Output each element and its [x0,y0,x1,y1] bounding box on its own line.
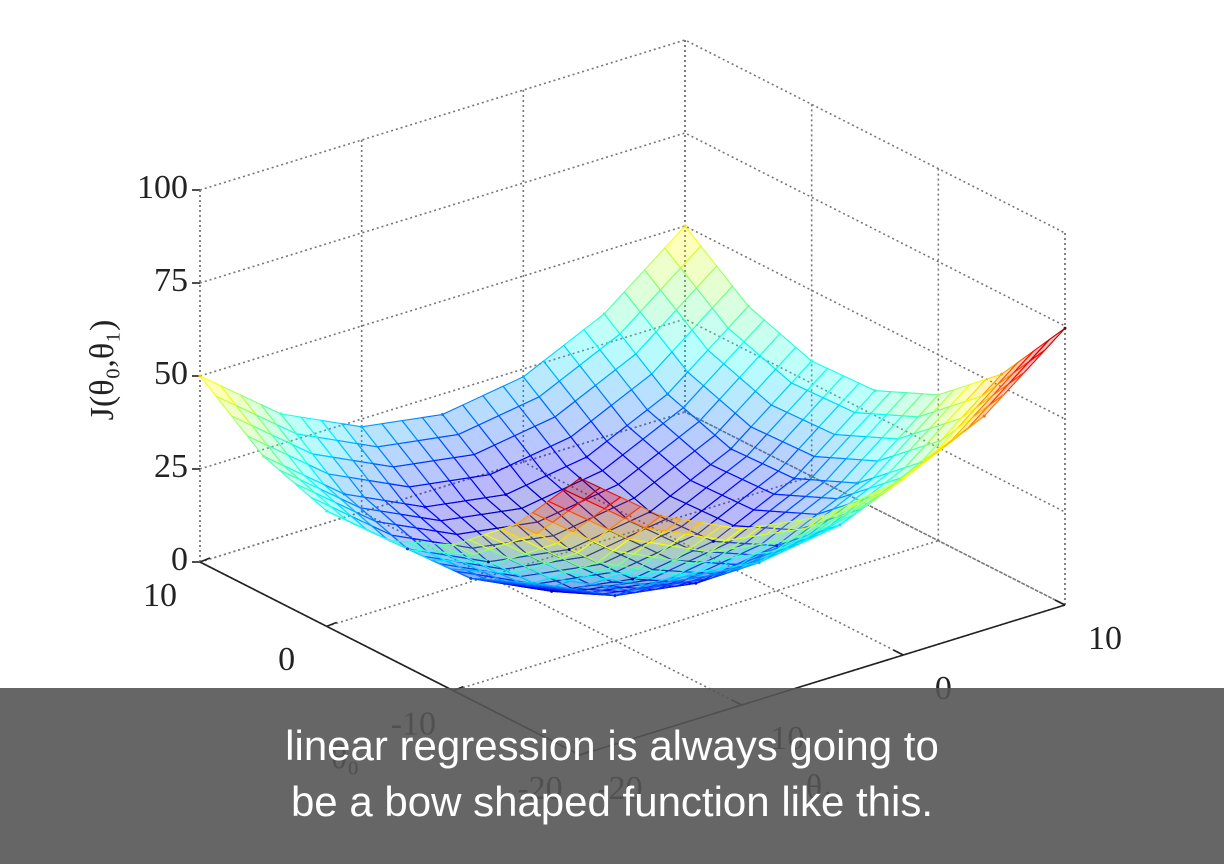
z-tick-label: 50 [154,355,188,392]
z-tick-label: 100 [137,169,188,206]
subtitle-line: linear regression is always going to [285,722,939,769]
surface-point [578,476,582,480]
surface-point [342,492,346,496]
grid-line [199,39,1066,234]
z-tick-label: 0 [171,541,188,578]
surface-point [521,375,525,379]
y-tick [892,649,904,656]
surface-point [792,476,796,480]
x-tick [326,621,337,628]
surface-point [469,576,473,580]
y-tick-label: 10 [1088,620,1122,657]
surface-point [775,544,779,548]
grid-line [199,318,1066,513]
surface-point [648,510,652,514]
surface-point [515,522,519,526]
surface-point [198,374,202,378]
surface-point [631,577,634,581]
surface-point [740,527,744,531]
surface-point [325,509,329,513]
surface-cell [1012,339,1050,374]
surface-point [504,493,508,497]
surface-point [936,393,940,397]
x-tick-label: 10 [143,577,177,614]
grid-line [522,461,904,656]
surface-point [683,224,687,228]
surface-point [360,425,364,429]
surface-point [451,543,455,547]
surface-point [613,594,617,598]
surface-point [585,455,589,459]
subtitle-line: be a bow shaped function like this. [290,778,934,825]
surface-point [486,560,490,564]
x-tick [199,557,211,563]
surface-point [666,392,669,396]
surface-point [567,547,571,551]
z-tick-label: 75 [154,262,188,299]
surface-point [596,560,599,564]
surface-point [1063,326,1067,330]
surface-point [694,581,698,585]
z-tick-label: 25 [154,448,188,485]
surface-point [550,589,554,593]
surface-point [388,539,392,543]
surface-point [982,414,986,418]
surface-cell [563,477,602,500]
surface-cell [1028,327,1066,363]
surface-point [810,359,814,363]
surface-point [919,460,923,464]
surface-point [746,304,750,308]
grid-line [199,132,1066,327]
surface-point [856,481,859,485]
surface-point [602,312,606,316]
surface-point [279,412,283,416]
z-axis-label: J(θ₀,θ₁) [84,320,121,421]
surface-point [1000,372,1004,376]
subtitle: linear regression is always going to be … [0,688,1224,864]
surface-point [676,573,680,577]
surface-point [261,454,265,458]
surface-point [873,389,877,393]
x-tick-label: 0 [278,641,295,678]
surface-point [532,581,536,585]
surface-point [729,447,733,451]
surface-point [406,547,409,551]
surface-point [711,539,715,543]
surface-point [659,514,663,518]
y-tick [1054,599,1066,606]
grid-line [684,411,1066,606]
surface-point [821,515,824,519]
surface-point [441,412,444,416]
surface-point [423,505,427,509]
surface-point [757,561,761,565]
surface-point [838,523,842,527]
surface-point [901,477,905,481]
